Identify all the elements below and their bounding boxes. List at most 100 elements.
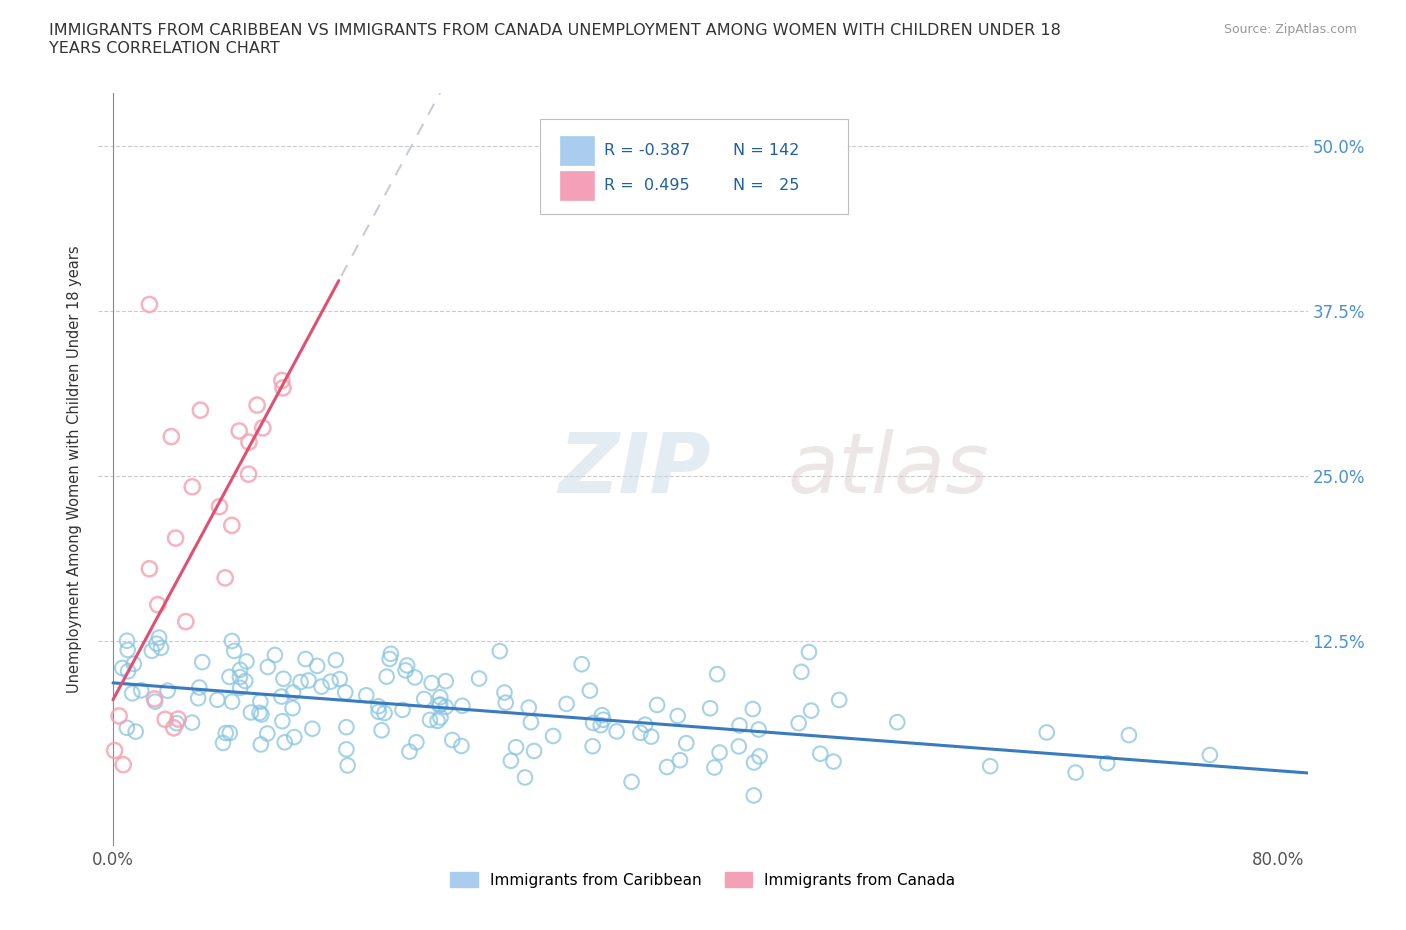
Point — [378, 652, 401, 667]
Point — [115, 633, 138, 648]
Point — [264, 647, 287, 662]
Point — [238, 434, 260, 449]
Point — [728, 718, 751, 733]
Point — [709, 745, 731, 760]
Point — [495, 696, 517, 711]
Point — [235, 654, 257, 669]
FancyBboxPatch shape — [540, 119, 848, 214]
Point — [655, 760, 678, 775]
Point — [413, 692, 436, 707]
Text: N = 142: N = 142 — [734, 142, 800, 158]
Point — [541, 728, 564, 743]
Point — [645, 698, 668, 712]
Point — [229, 681, 252, 696]
Text: IMMIGRANTS FROM CARIBBEAN VS IMMIGRANTS FROM CANADA UNEMPLOYMENT AMONG WOMEN WIT: IMMIGRANTS FROM CARIBBEAN VS IMMIGRANTS … — [49, 23, 1062, 56]
Point — [221, 694, 243, 709]
Point — [297, 673, 319, 688]
Point — [404, 670, 426, 684]
Point — [828, 693, 851, 708]
Point — [468, 671, 491, 686]
Point — [581, 738, 603, 753]
Point — [451, 698, 474, 713]
Point — [396, 658, 419, 673]
Point — [1095, 756, 1118, 771]
Point — [125, 724, 148, 739]
Point — [429, 698, 451, 712]
Point — [419, 712, 441, 727]
Point — [669, 752, 692, 767]
Point — [391, 702, 413, 717]
Point — [741, 701, 763, 716]
Point — [427, 698, 450, 712]
Point — [252, 420, 274, 435]
Point — [166, 716, 188, 731]
Point — [555, 697, 578, 711]
Point — [335, 684, 357, 699]
Point — [505, 739, 527, 754]
Point — [571, 657, 593, 671]
Point — [191, 655, 214, 670]
Point — [699, 701, 721, 716]
Point — [797, 644, 820, 659]
Point — [706, 667, 728, 682]
Point — [1064, 765, 1087, 780]
Point — [239, 705, 262, 720]
Point — [592, 712, 614, 727]
Point — [138, 562, 160, 577]
Point — [579, 684, 602, 698]
Text: N =   25: N = 25 — [734, 179, 800, 193]
Point — [207, 692, 229, 707]
Point — [221, 633, 243, 648]
Point — [149, 641, 172, 656]
Point — [121, 686, 143, 701]
Point — [148, 631, 170, 645]
Point — [256, 726, 278, 741]
Point — [138, 297, 160, 312]
Point — [335, 742, 357, 757]
Point — [823, 754, 845, 769]
Point — [748, 749, 770, 764]
Point — [281, 685, 304, 700]
Point — [283, 730, 305, 745]
Point — [111, 660, 134, 675]
Point — [405, 735, 427, 750]
Text: atlas: atlas — [787, 429, 990, 511]
Point — [249, 737, 271, 751]
Point — [224, 644, 246, 658]
Point — [335, 720, 357, 735]
Point — [494, 685, 516, 700]
Point — [367, 704, 389, 719]
Point — [790, 664, 813, 679]
Y-axis label: Unemployment Among Women with Children Under 18 years: Unemployment Among Women with Children U… — [67, 246, 83, 694]
Point — [373, 706, 395, 721]
Point — [294, 652, 316, 667]
Point — [307, 658, 329, 673]
Point — [513, 770, 536, 785]
Point — [270, 689, 292, 704]
Point — [188, 680, 211, 695]
Point — [675, 736, 697, 751]
Point — [212, 736, 235, 751]
Point — [108, 709, 131, 724]
Point — [703, 760, 725, 775]
Point — [742, 755, 765, 770]
Point — [165, 531, 187, 546]
Point — [441, 733, 464, 748]
Point — [336, 758, 359, 773]
Point — [380, 646, 402, 661]
Text: Source: ZipAtlas.com: Source: ZipAtlas.com — [1223, 23, 1357, 36]
Point — [160, 429, 183, 444]
Point — [181, 479, 204, 494]
Point — [274, 735, 297, 750]
Point — [523, 743, 546, 758]
Point — [174, 614, 197, 629]
Point — [979, 759, 1001, 774]
Point — [591, 708, 613, 723]
Point — [748, 722, 770, 737]
Point — [273, 671, 295, 686]
Point — [250, 707, 273, 722]
Point — [229, 662, 252, 677]
Point — [190, 403, 212, 418]
Point — [311, 679, 333, 694]
Point — [270, 373, 292, 388]
